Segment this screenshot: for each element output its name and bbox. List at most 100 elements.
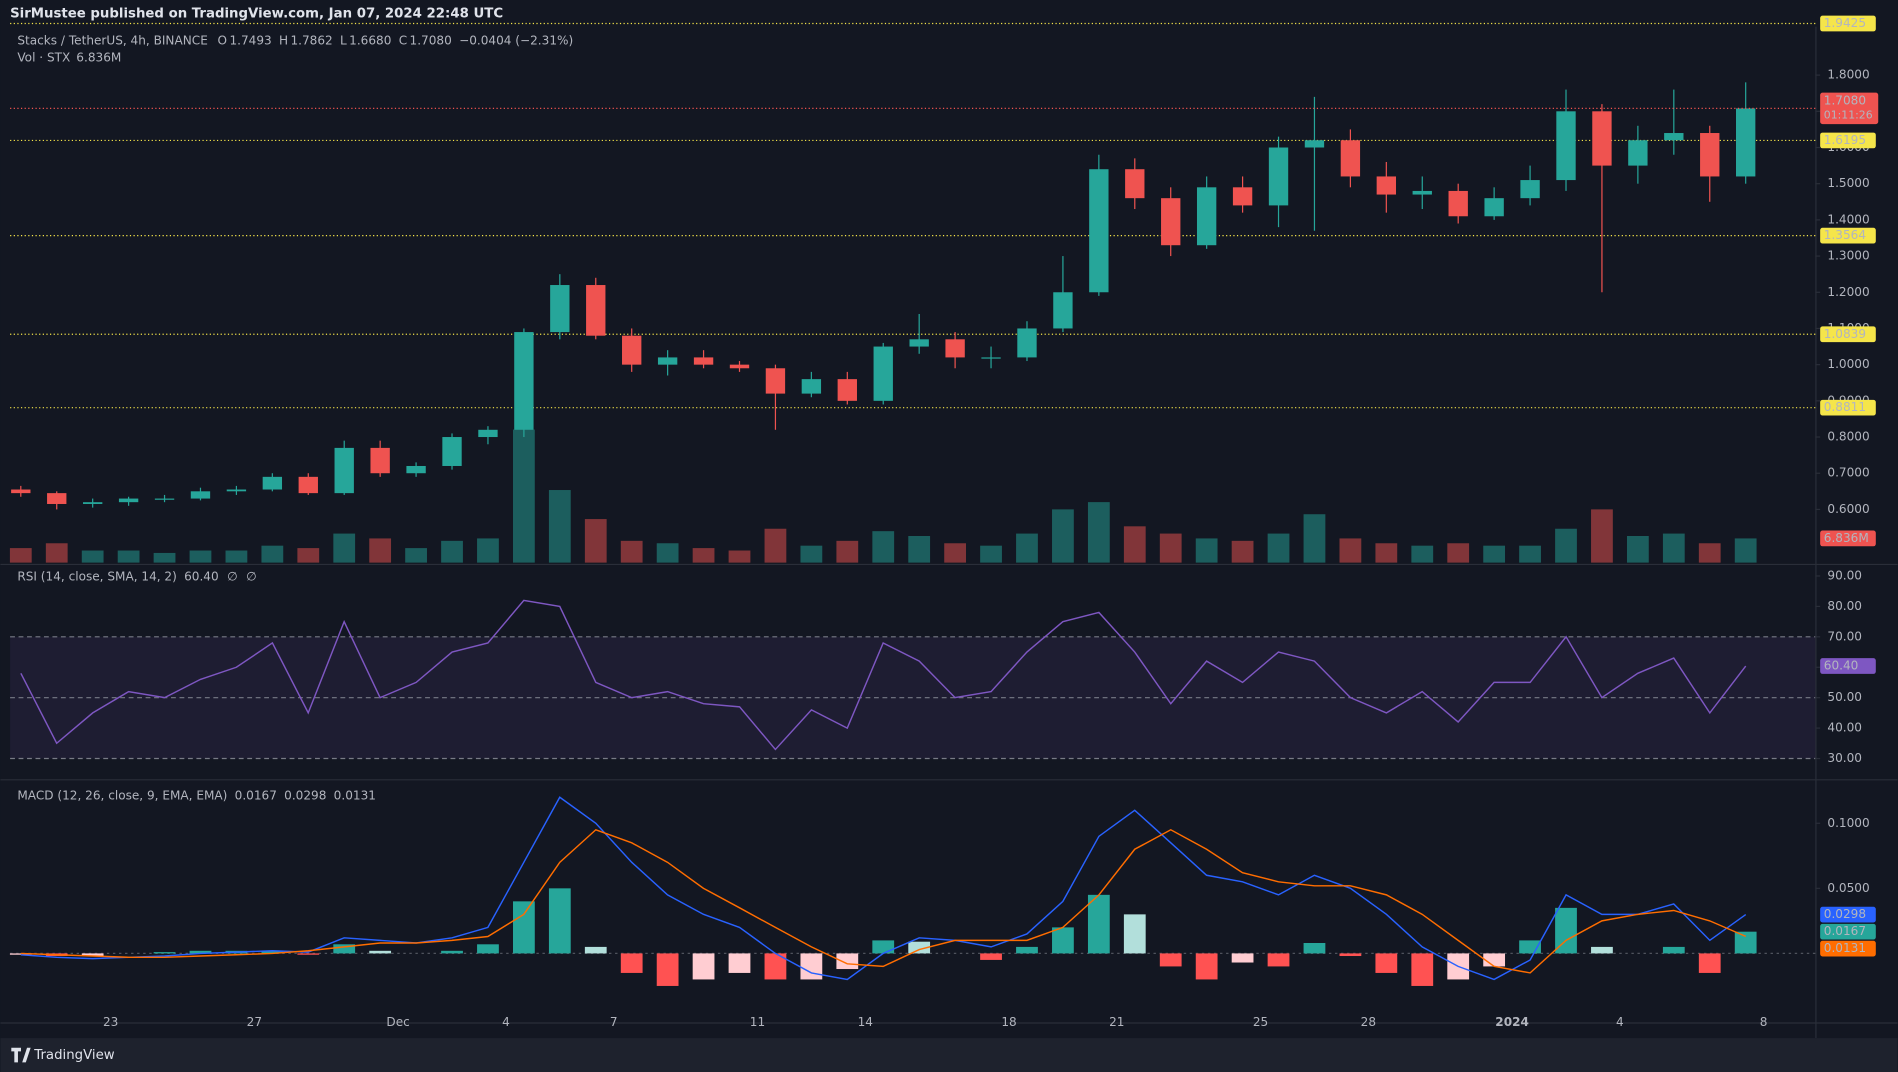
volume-axis-label-box — [1820, 530, 1876, 547]
x-tick-label: 8 — [1760, 1015, 1768, 1029]
volume-bar — [297, 548, 320, 563]
histogram-bar — [81, 953, 104, 957]
last-price-label: 1.7080 — [1824, 94, 1866, 108]
candle-body — [406, 465, 426, 474]
histogram-bar — [261, 950, 284, 954]
volume-bar — [980, 545, 1002, 563]
histogram-bar — [1052, 927, 1074, 954]
x-tick-label: 21 — [1109, 1015, 1124, 1029]
y-tick-label: 0.1000 — [1827, 816, 1869, 830]
volume-bar — [1052, 509, 1074, 563]
x-tick-label: 2024 — [1495, 1015, 1529, 1029]
histogram-bar — [1483, 953, 1506, 967]
candle-body — [1628, 140, 1648, 166]
histogram-bar — [513, 901, 535, 954]
macd-axis-label: 0.0167 — [1824, 924, 1866, 938]
volume-bar — [1375, 543, 1398, 563]
macd-line — [20, 828, 1747, 974]
legend-value: 60.40 — [184, 570, 219, 584]
y-tick-label: 1.8000 — [1827, 68, 1869, 82]
rsi-axis-label-box — [1820, 658, 1876, 674]
y-tick-label: 0.6000 — [1827, 502, 1869, 516]
level-label: 1.3564 — [1824, 228, 1866, 242]
candle-body — [945, 339, 965, 358]
level-label-box — [1820, 227, 1876, 244]
volume-value: 6.836M — [76, 51, 121, 65]
histogram-bar — [9, 953, 32, 955]
legend-value: 1.6680 — [349, 34, 391, 48]
candle-body — [1161, 198, 1181, 246]
candle-body — [298, 476, 318, 494]
y-tick-label: 0.7000 — [1827, 466, 1869, 480]
volume-bar — [9, 548, 32, 563]
histogram-bar — [728, 953, 751, 973]
volume-bar — [584, 519, 607, 563]
volume-bar — [1231, 540, 1254, 563]
candle-body — [1412, 190, 1432, 195]
candle-body — [1304, 140, 1325, 148]
candle-body — [334, 447, 354, 494]
indicator-title: RSI (14, close, SMA, 14, 2) — [17, 570, 176, 584]
level-label-box — [1820, 15, 1876, 32]
volume-bar — [1267, 533, 1290, 563]
x-tick-label: 4 — [502, 1015, 510, 1029]
legend-key: L — [340, 34, 347, 48]
histogram-bar — [189, 950, 212, 954]
macd-axis-label-box — [1820, 940, 1876, 957]
macd-line — [20, 796, 1747, 981]
x-tick-label: 27 — [247, 1015, 262, 1029]
level-label: 1.9425 — [1824, 16, 1866, 30]
candle-body — [1232, 187, 1253, 206]
candle-body — [1448, 190, 1468, 217]
candle-body — [154, 498, 175, 500]
histogram-bar — [441, 950, 463, 954]
level-label-box — [1820, 399, 1876, 416]
volume-bar — [620, 540, 643, 563]
candle-body — [729, 364, 750, 369]
candle-body — [622, 335, 642, 365]
candle-body — [1340, 140, 1361, 177]
volume-bar — [1519, 545, 1541, 563]
volume-bar — [153, 552, 176, 563]
rsi-axis-label: 60.40 — [1824, 659, 1859, 673]
legend-value: ∅ — [246, 570, 257, 584]
macd-axis-label-box — [1820, 923, 1876, 940]
histogram-bar — [1734, 931, 1757, 954]
histogram-bar — [800, 953, 823, 980]
legend-value: ∅ — [227, 570, 238, 584]
candle-body — [873, 346, 893, 401]
volume-bar — [1555, 528, 1577, 563]
histogram-bar — [333, 944, 356, 954]
volume-bar — [1303, 514, 1326, 563]
volume-bar — [261, 545, 284, 563]
legend-change: −0.0404 (−2.31%) — [459, 34, 573, 48]
candle-body — [1664, 133, 1684, 141]
histogram-bar — [297, 953, 320, 955]
histogram-bar — [584, 946, 607, 954]
candle-body — [765, 368, 786, 394]
volume-bar — [1159, 533, 1182, 563]
histogram-bar — [1698, 953, 1721, 973]
volume-bar — [81, 550, 104, 563]
candle-body — [82, 502, 103, 504]
y-tick-label: 1.2000 — [1827, 285, 1869, 299]
y-tick-label: 50.00 — [1827, 690, 1862, 704]
volume-bar — [477, 538, 499, 563]
x-tick-label: 14 — [858, 1015, 873, 1029]
volume-bar — [1123, 526, 1146, 563]
volume-bar — [1483, 545, 1506, 563]
volume-bar — [1016, 533, 1038, 563]
candle-body — [1196, 187, 1217, 246]
candle-body — [801, 379, 822, 394]
volume-bar — [225, 550, 248, 563]
footer-bar — [0, 1038, 1898, 1072]
candle-body — [442, 437, 462, 466]
x-tick-label: 7 — [610, 1015, 618, 1029]
macd-axis-label-box — [1820, 906, 1876, 923]
candle-body — [1700, 133, 1720, 177]
legend-value: 0.0131 — [334, 789, 376, 803]
candle-body — [657, 357, 678, 365]
volume-bar — [333, 533, 356, 563]
volume-bar — [45, 543, 68, 563]
